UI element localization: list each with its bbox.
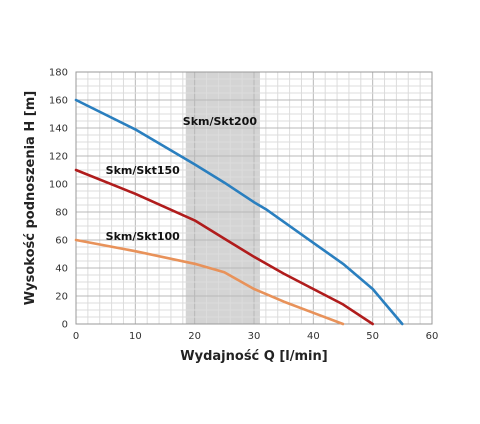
x-axis-label: Wydajność Q [l/min]: [180, 349, 327, 364]
x-tick-label: 0: [73, 331, 79, 342]
y-tick-label: 40: [55, 264, 68, 275]
y-tick-label: 180: [49, 68, 68, 79]
y-tick-label: 120: [49, 152, 68, 163]
y-tick-label: 20: [55, 292, 68, 303]
y-tick-label: 100: [49, 180, 68, 191]
y-tick-label: 0: [62, 320, 68, 331]
series-label: Skm/Skt150: [106, 164, 181, 177]
x-tick-label: 10: [129, 331, 142, 342]
x-tick-label: 40: [307, 331, 320, 342]
plot-frame: [75, 71, 433, 325]
x-tick-label: 20: [188, 331, 201, 342]
axes-layer: 0 10 20 30 40 50 60 0 20 40 60 80 100 120 140 160 180: [49, 68, 438, 343]
y-tick-label: 80: [55, 208, 68, 219]
series-line-skm-skt100: [74, 238, 345, 326]
series-labels-layer: Skm/Skt200 Skm/Skt150 Skm/Skt100: [106, 115, 258, 243]
y-tick-label: 140: [49, 124, 68, 135]
series-line-skm-skt150: [74, 168, 374, 326]
y-tick-label: 160: [49, 96, 68, 107]
x-tick-label: 60: [426, 331, 439, 342]
series-line-skm-skt200: [74, 98, 404, 326]
series-layer: [74, 98, 404, 326]
y-axis-label: Wysokość podnoszenia H [m]: [23, 91, 38, 305]
x-tick-label: 30: [248, 331, 261, 342]
x-tick-label: 50: [366, 331, 379, 342]
series-label: Skm/Skt200: [183, 115, 258, 128]
series-label: Skm/Skt100: [106, 230, 181, 243]
y-tick-label: 60: [55, 236, 68, 247]
